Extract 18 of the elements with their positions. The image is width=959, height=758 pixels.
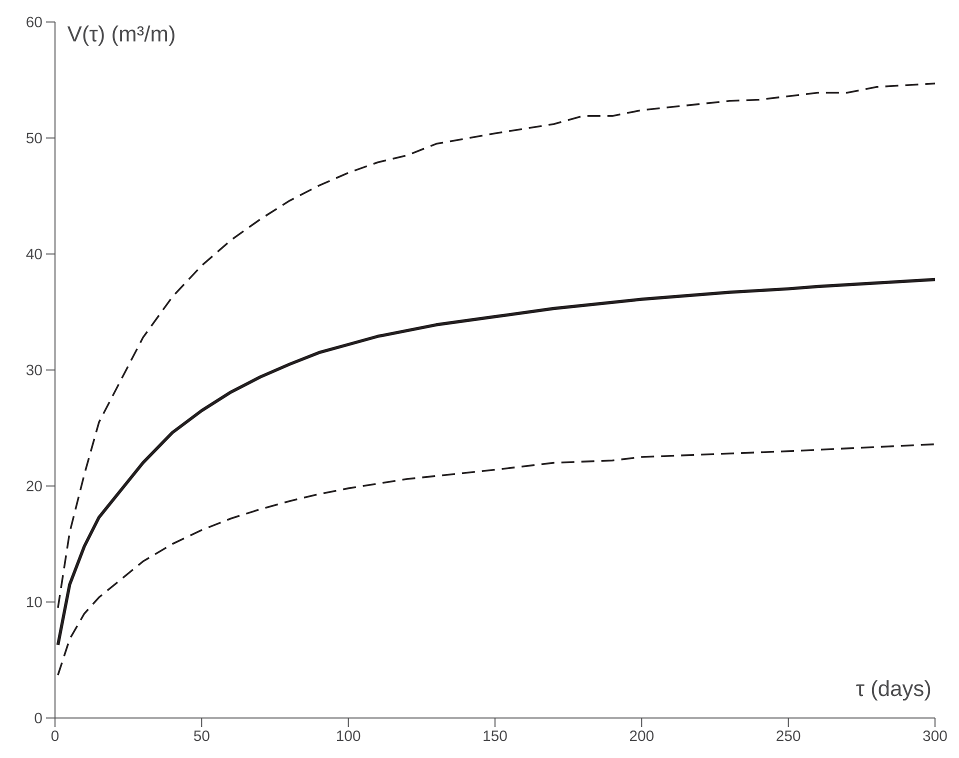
x-tick-label: 150 [484,730,507,742]
line-series [57,443,936,676]
y-axis-title: V(τ) (m³/m) [67,26,174,46]
x-tick-label: 50 [194,730,210,742]
x-tick-label: 200 [630,730,654,742]
x-tick-label: 100 [337,730,360,742]
x-tick-label: 250 [776,730,800,742]
y-tick-label: 50 [26,132,42,144]
x-tick-label: 300 [923,730,947,742]
y-tick-label: 20 [26,480,42,492]
y-tick-label: 30 [26,364,42,376]
x-axis-title: τ (days) [856,680,930,701]
x-tick-label: 0 [51,730,59,742]
y-tick-label: 0 [34,712,42,724]
y-tick-label: 10 [27,596,42,608]
line-series [57,82,936,609]
y-tick-label: 40 [26,248,42,260]
y-tick-label: 60 [26,16,42,28]
